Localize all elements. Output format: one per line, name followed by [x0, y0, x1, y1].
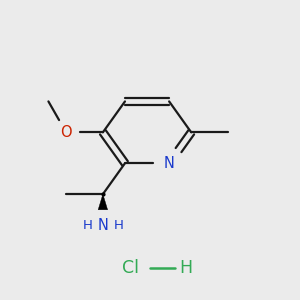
Text: O: O: [60, 125, 72, 140]
Text: H: H: [113, 219, 123, 232]
Text: N: N: [164, 156, 175, 171]
Polygon shape: [98, 194, 108, 210]
Text: N: N: [98, 218, 108, 232]
Text: H: H: [82, 219, 92, 232]
Text: N: N: [98, 218, 108, 232]
Text: Cl: Cl: [122, 259, 140, 277]
Text: H: H: [179, 259, 192, 277]
